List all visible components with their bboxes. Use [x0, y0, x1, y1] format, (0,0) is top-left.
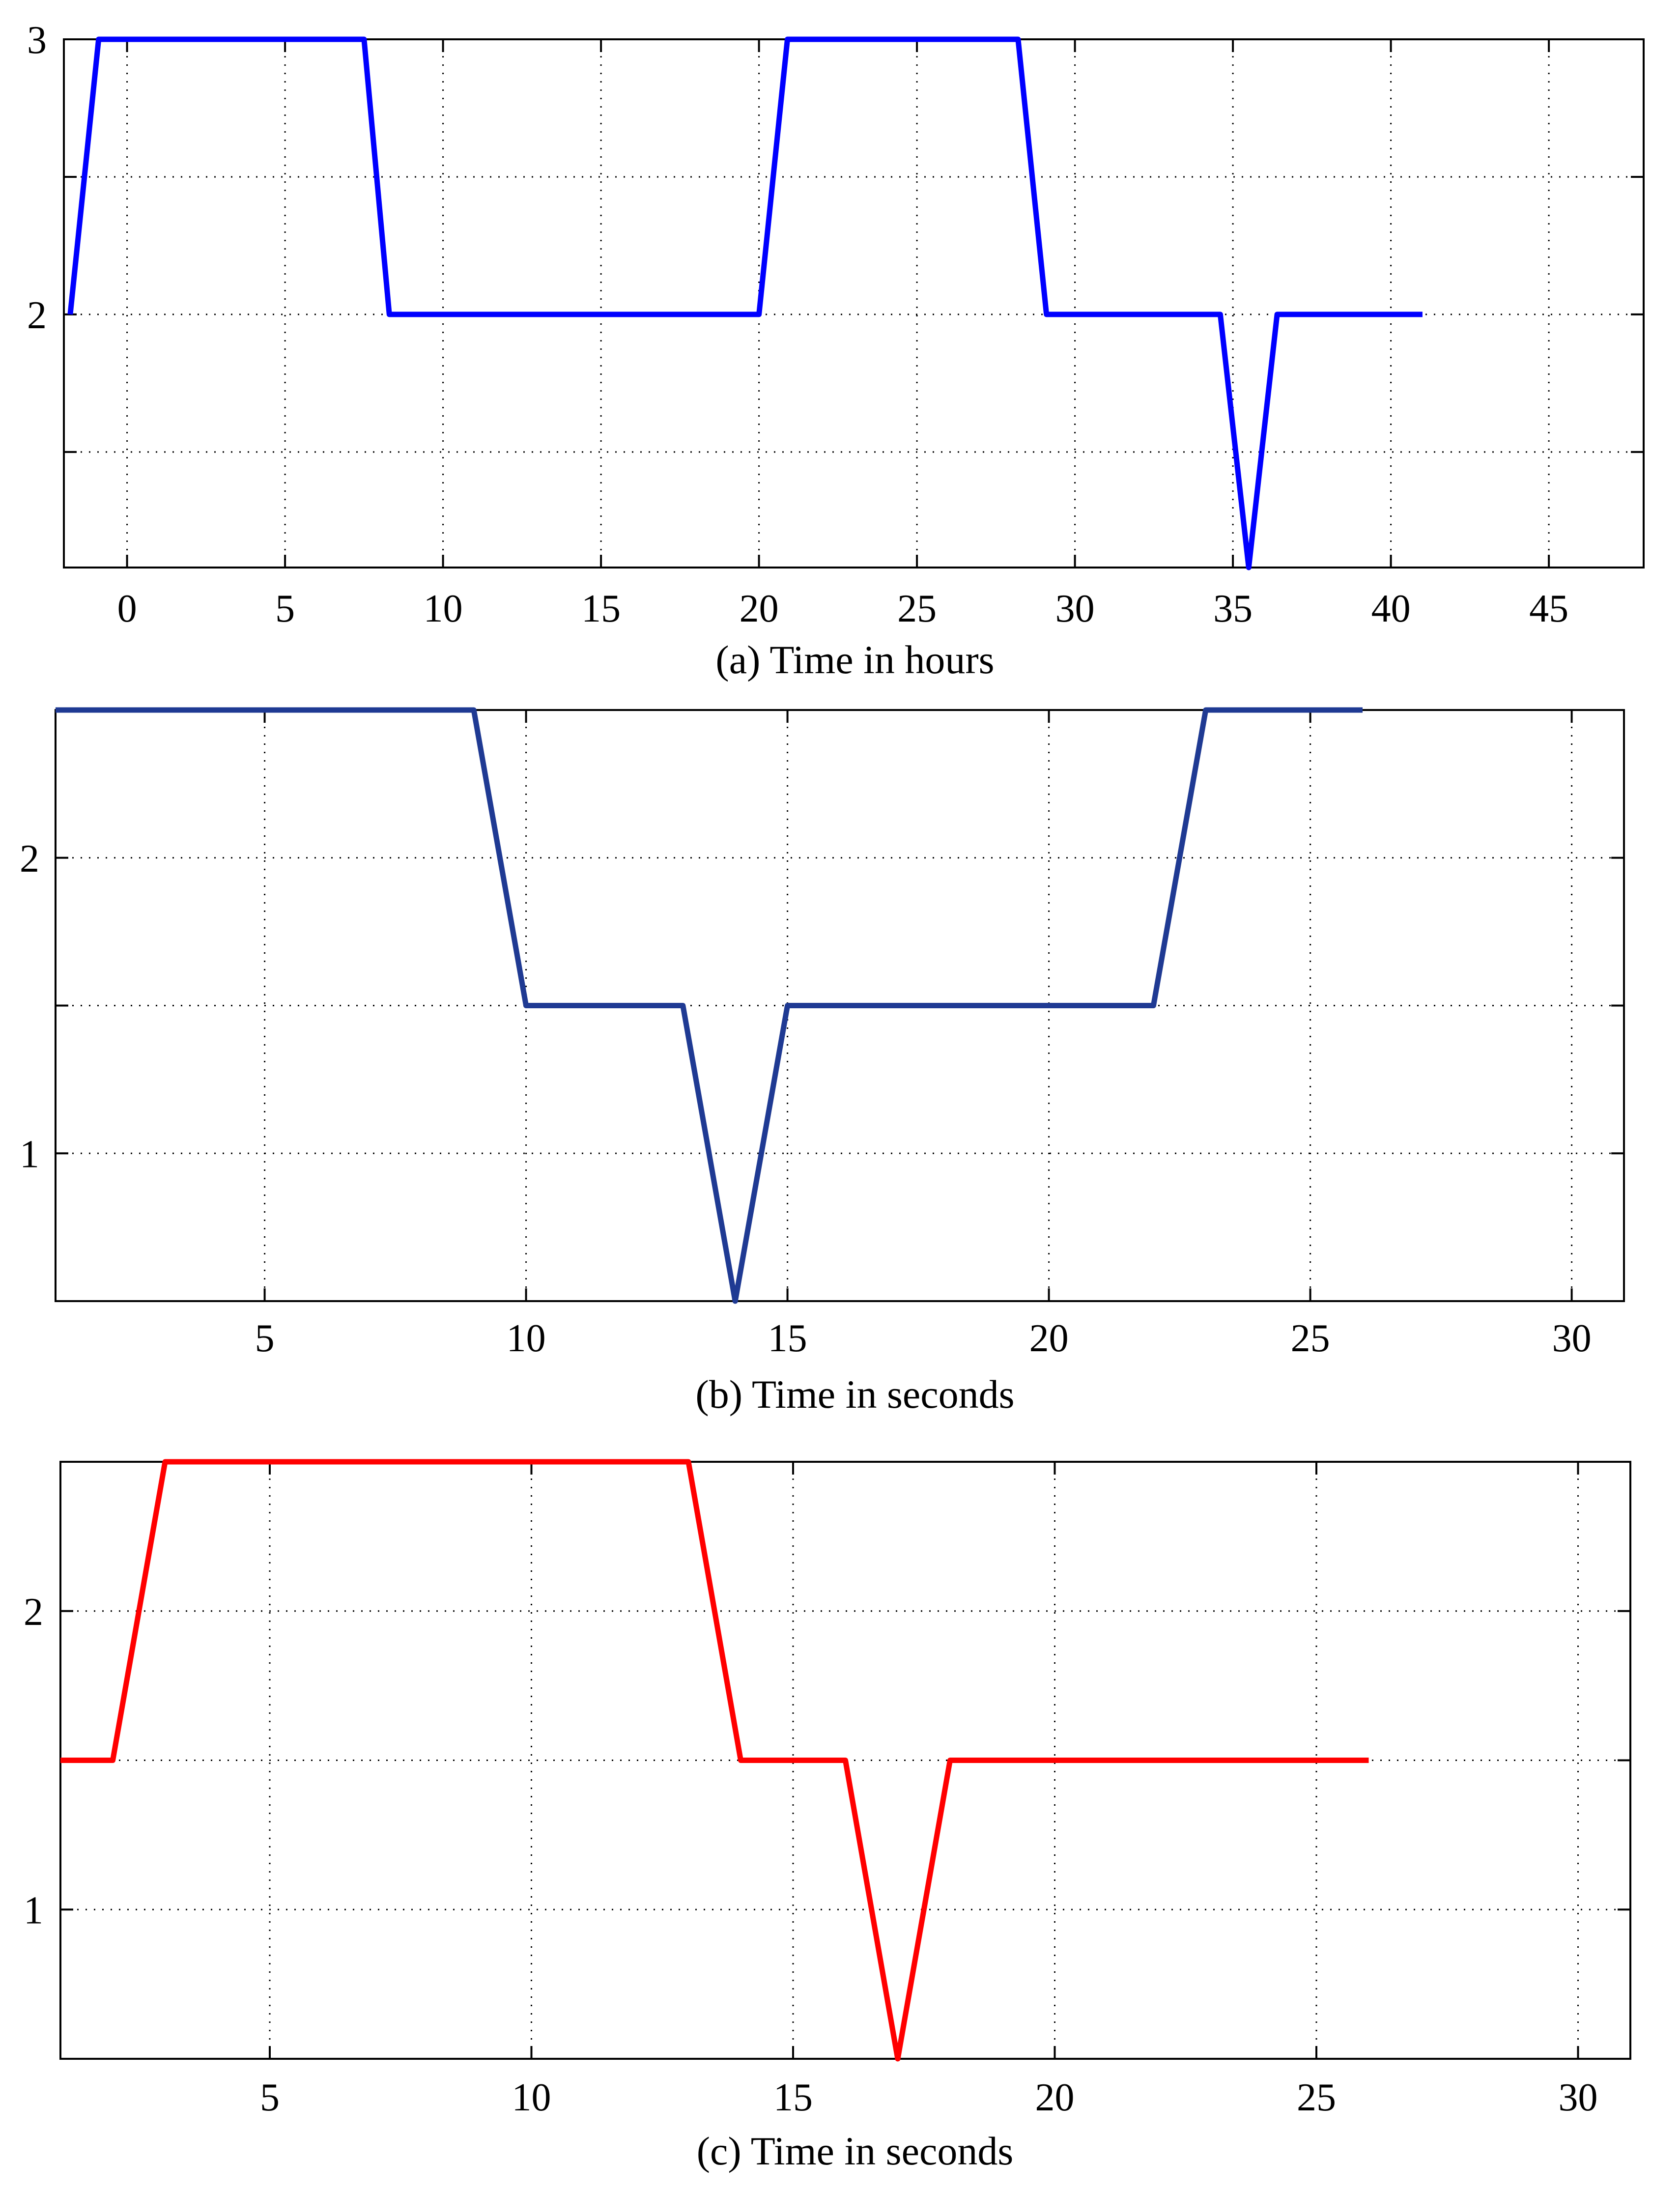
x-tick-label: 45	[1529, 587, 1568, 630]
x-tick-label: 25	[1297, 2076, 1336, 2119]
x-tick-label: 30	[1055, 587, 1095, 630]
x-tick-label: 15	[581, 587, 621, 630]
x-tick-label: 20	[1029, 1317, 1069, 1360]
y-tick-label: 2	[27, 294, 47, 337]
x-tick-label: 10	[512, 2076, 551, 2119]
series-line-b	[56, 707, 1363, 1304]
x-tick-label: 35	[1213, 587, 1253, 630]
x-tick-label: 15	[773, 2076, 813, 2119]
panel-c: (c) Time in seconds 5 10 15 20 25 30 1 2	[24, 1459, 1631, 2173]
x-tick-label: 40	[1371, 587, 1411, 630]
x-tick-label: 30	[1559, 2076, 1598, 2119]
x-tick-label: 0	[117, 587, 137, 630]
x-axis-label-b: (b) Time in seconds	[695, 1372, 1014, 1417]
x-axis-label-c: (c) Time in seconds	[697, 2129, 1014, 2173]
x-tick-label: 20	[1035, 2076, 1075, 2119]
x-axis-label-a: (a) Time in hours	[715, 637, 994, 682]
y-tick-label: 2	[24, 1591, 43, 1634]
x-tick-label: 15	[768, 1317, 807, 1360]
panel-b: (b) Time in seconds 5 10 15 20 25 30 1 2	[20, 707, 1625, 1417]
plot-area-a	[63, 38, 1645, 569]
x-tick-label: 5	[260, 2076, 280, 2119]
y-tick-label: 1	[24, 1889, 43, 1932]
series-line-c	[60, 1459, 1369, 2062]
x-tick-label: 25	[1291, 1317, 1330, 1360]
x-tick-label: 30	[1552, 1317, 1592, 1360]
x-tick-label: 10	[507, 1317, 546, 1360]
y-tick-label: 2	[20, 837, 39, 881]
y-tick-label: 3	[27, 19, 47, 62]
y-tick-label: 1	[20, 1133, 39, 1176]
x-tick-label: 5	[275, 587, 295, 630]
series-line-a	[67, 36, 1423, 570]
x-tick-label: 5	[255, 1317, 275, 1360]
x-tick-label: 20	[740, 587, 779, 630]
panel-a: (a) Time in hours 0 5 10 15 20 25 30 35 40 45 2 3	[27, 19, 1645, 682]
x-tick-label: 25	[897, 587, 937, 630]
x-tick-label: 10	[424, 587, 463, 630]
